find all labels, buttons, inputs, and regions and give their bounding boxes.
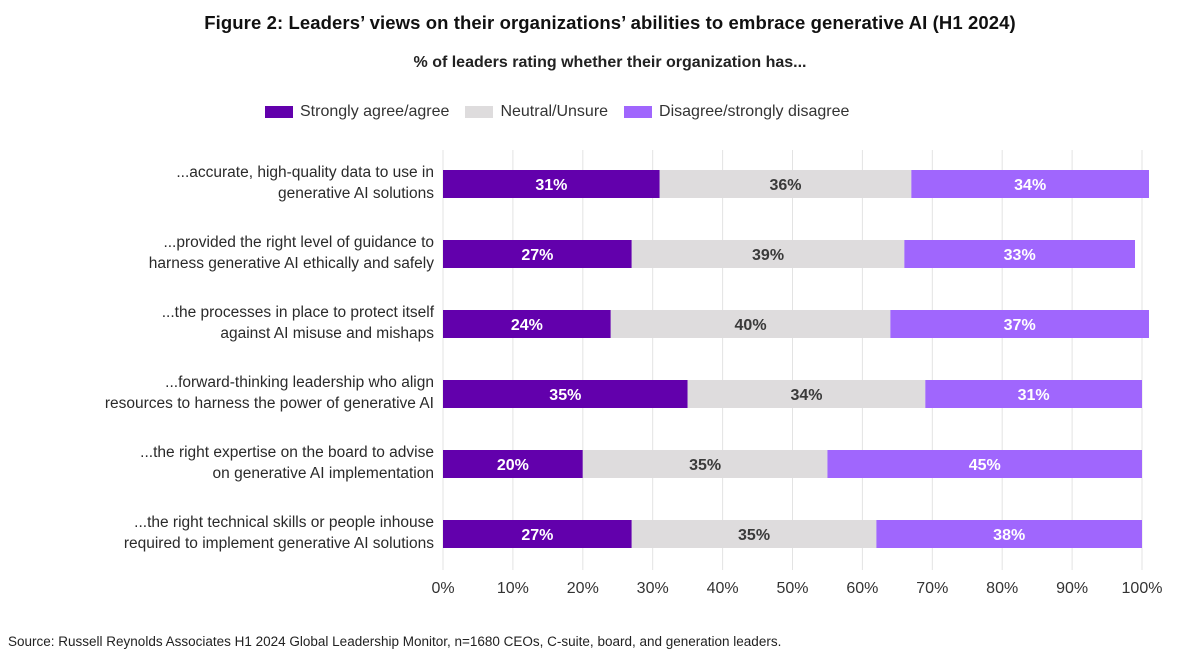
legend-swatch-neutral [465, 106, 494, 118]
bar-data-label: 35% [689, 457, 721, 474]
legend-label-neutral: Neutral/Unsure [500, 103, 609, 120]
x-tick-label: 10% [497, 580, 529, 597]
bar-segment [827, 450, 1142, 478]
category-label-line: on generative AI implementation [212, 465, 434, 482]
category-label-line: ...the right expertise on the board to a… [140, 444, 434, 461]
legend-label-disagree: Disagree/strongly disagree [659, 103, 850, 120]
bar-data-label: 34% [1014, 177, 1046, 194]
category-label: ...provided the right level of guidance … [14, 232, 434, 274]
x-tick-label: 30% [637, 580, 669, 597]
legend-swatch-disagree [624, 106, 653, 118]
chart-title: Figure 2: Leaders’ views on their organi… [204, 12, 1016, 33]
bar-segment [610, 310, 891, 338]
x-tick-label: 40% [707, 580, 739, 597]
x-tick-label: 50% [776, 580, 808, 597]
bar-segment [631, 520, 877, 548]
category-label-line: resources to harness the power of genera… [104, 395, 434, 412]
bar-data-label: 34% [790, 387, 822, 404]
legend-label-agree: Strongly agree/agree [300, 103, 450, 120]
category-label-line: generative AI solutions [278, 185, 434, 202]
category-label-line: ...the right technical skills or people … [134, 514, 434, 531]
legend-swatch-agree [265, 106, 293, 118]
category-label: ...accurate, high-quality data to use in… [14, 162, 434, 204]
legend-item-neutral: Neutral/Unsure [465, 103, 608, 121]
category-label: ...the right expertise on the board to a… [14, 442, 434, 484]
bar-data-label: 27% [521, 247, 553, 264]
bar-data-label: 37% [1004, 317, 1036, 334]
bar-segment [582, 450, 828, 478]
x-tick-label: 100% [1122, 580, 1163, 597]
x-tick-label: 20% [567, 580, 599, 597]
bar-data-label: 35% [549, 387, 581, 404]
legend: Strongly agree/agree Neutral/Unsure Disa… [265, 103, 865, 121]
bar-data-label: 33% [1004, 247, 1036, 264]
bar-segment [443, 240, 632, 268]
legend-item-agree: Strongly agree/agree [265, 103, 449, 121]
bar-segment [443, 170, 660, 198]
category-label-line: ...provided the right level of guidance … [163, 234, 434, 251]
bar-data-label: 31% [535, 177, 567, 194]
bar-segment [925, 380, 1142, 408]
category-label-line: required to implement generative AI solu… [123, 535, 434, 552]
bar-segment [876, 520, 1142, 548]
bar-segment [443, 380, 688, 408]
bar-segment [904, 240, 1136, 268]
bar-segment [631, 240, 905, 268]
category-label-line: ...accurate, high-quality data to use in [176, 164, 434, 181]
legend-item-disagree: Disagree/strongly disagree [624, 103, 849, 121]
category-label: ...the processes in place to protect its… [14, 302, 434, 344]
bar-data-label: 31% [1018, 387, 1050, 404]
bar-segment [443, 520, 632, 548]
x-tick-label: 0% [431, 580, 454, 597]
category-label-line: against AI misuse and mishaps [220, 325, 434, 342]
bar-data-label: 39% [752, 247, 784, 264]
bar-data-label: 45% [969, 457, 1001, 474]
bar-segment [911, 170, 1149, 198]
category-label-line: ...the processes in place to protect its… [161, 304, 434, 321]
bar-segment [659, 170, 912, 198]
bar-segment [443, 310, 611, 338]
source-note: Source: Russell Reynolds Associates H1 2… [8, 634, 782, 649]
bar-segment [443, 450, 583, 478]
x-tick-label: 60% [846, 580, 878, 597]
bar-segment [687, 380, 926, 408]
bar-data-label: 36% [769, 177, 801, 194]
category-label: ...forward-thinking leadership who align… [14, 372, 434, 414]
bar-data-label: 27% [521, 527, 553, 544]
bar-data-label: 24% [511, 317, 543, 334]
x-tick-label: 80% [986, 580, 1018, 597]
chart-subtitle: % of leaders rating whether their organi… [413, 54, 807, 71]
category-label: ...the right technical skills or people … [14, 512, 434, 554]
bar-data-label: 38% [993, 527, 1025, 544]
x-tick-label: 70% [916, 580, 948, 597]
bar-data-label: 35% [738, 527, 770, 544]
category-label-line: ...forward-thinking leadership who align [165, 374, 434, 391]
x-tick-label: 90% [1056, 580, 1088, 597]
bar-data-label: 20% [497, 457, 529, 474]
bar-data-label: 40% [735, 317, 767, 334]
category-label-line: harness generative AI ethically and safe… [148, 255, 434, 272]
bar-segment [890, 310, 1149, 338]
